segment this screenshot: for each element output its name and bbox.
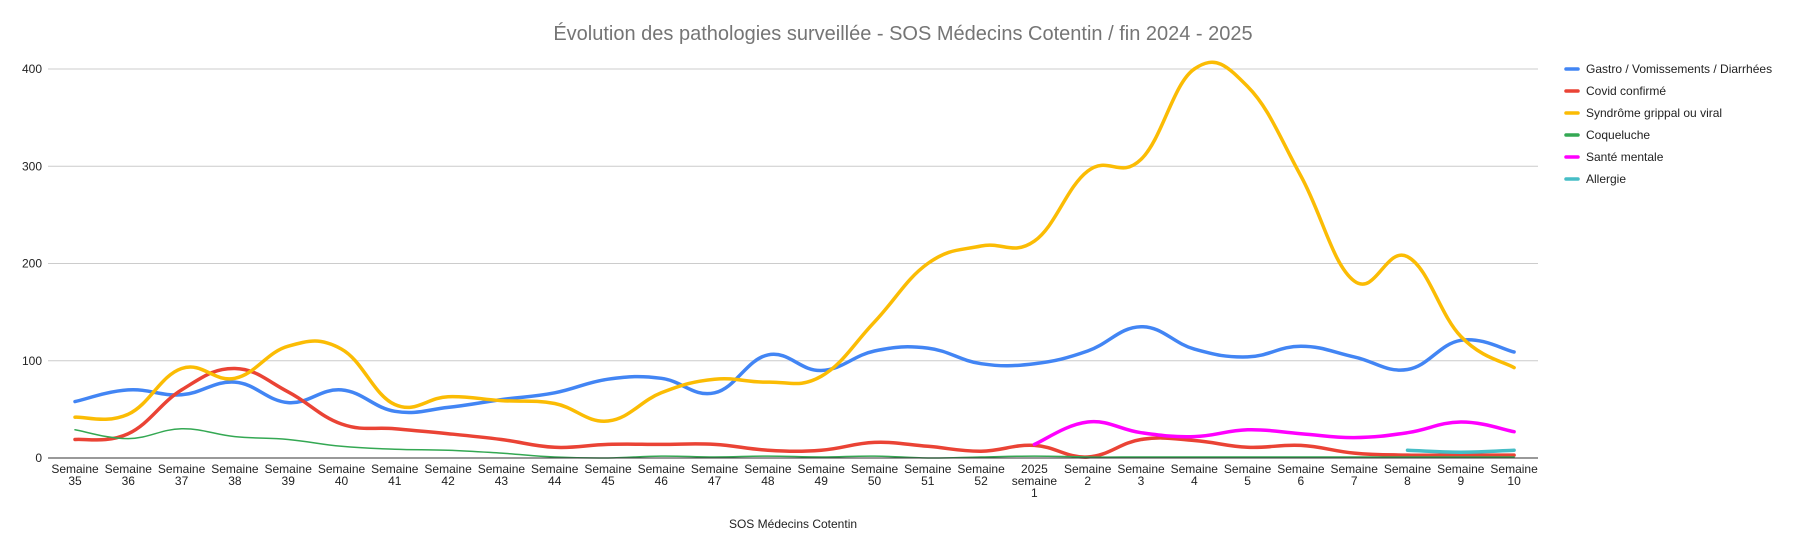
x-tick-label: Semaine 51: [904, 462, 952, 488]
x-tick-label: Semaine 43: [478, 462, 526, 488]
x-tick-label: Semaine 4: [1171, 462, 1219, 488]
x-tick-label: Semaine 38: [211, 462, 259, 488]
legend: Gastro / Vomissements / Diarrhées Covid c…: [1564, 62, 1772, 186]
x-tick-label: Semaine 8: [1384, 462, 1432, 488]
legend-label: Allergie: [1586, 172, 1626, 186]
x-tick-label: Semaine 35: [51, 462, 99, 488]
series-line-5: [1405, 448, 1516, 454]
legend-label: Santé mentale: [1586, 150, 1664, 164]
x-tick-label: Semaine 7: [1331, 462, 1379, 488]
series-line-3: [74, 428, 1515, 459]
series-line-2: [73, 60, 1516, 423]
series-lines: [73, 60, 1516, 459]
x-tick-label: Semaine 52: [957, 462, 1005, 488]
x-tick-label: Semaine 10: [1490, 462, 1538, 488]
y-tick-label: 100: [22, 354, 42, 368]
legend-label: Coqueluche: [1586, 128, 1650, 142]
x-tick-label: Semaine 42: [424, 462, 472, 488]
x-tick-label: Semaine 46: [638, 462, 686, 488]
x-tick-label: Semaine 37: [158, 462, 206, 488]
x-tick-label: 2025 semaine 1: [1012, 462, 1058, 500]
x-tick-label: Semaine 9: [1437, 462, 1485, 488]
x-tick-label: Semaine 47: [691, 462, 739, 488]
y-tick-label: 200: [22, 257, 42, 271]
chart-title: Évolution des pathologies surveillée - S…: [553, 22, 1252, 45]
x-tick-label: Semaine 39: [265, 462, 313, 488]
y-tick-label: 0: [35, 451, 42, 465]
series-line-1: [73, 366, 1516, 459]
x-tick-label: Semaine 40: [318, 462, 366, 488]
legend-label: Gastro / Vomissements / Diarrhées: [1586, 62, 1772, 76]
x-tick-label: Semaine 3: [1117, 462, 1165, 488]
x-tick-label: Semaine 2: [1064, 462, 1112, 488]
gridlines: [48, 68, 1538, 362]
x-tick-label: Semaine 48: [744, 462, 792, 488]
x-tick-label: Semaine 49: [798, 462, 846, 488]
legend-label: Syndrôme grippal ou viral: [1586, 106, 1722, 120]
y-axis-ticks: 0 100 200 300 400: [22, 62, 42, 465]
y-tick-label: 300: [22, 159, 42, 173]
series-line-0: [73, 324, 1516, 415]
x-tick-label: Semaine 45: [584, 462, 632, 488]
y-tick-label: 400: [22, 62, 42, 76]
x-tick-label: Semaine 41: [371, 462, 419, 488]
legend-label: Covid confirmé: [1586, 84, 1666, 98]
x-axis-title: SOS Médecins Cotentin: [729, 517, 857, 531]
series-line-4: [1032, 419, 1516, 447]
x-tick-label: Semaine 36: [105, 462, 153, 488]
x-tick-label: Semaine 6: [1277, 462, 1325, 488]
x-tick-label: Semaine 50: [851, 462, 899, 488]
x-tick-label: Semaine 44: [531, 462, 579, 488]
x-tick-label: Semaine 5: [1224, 462, 1272, 488]
